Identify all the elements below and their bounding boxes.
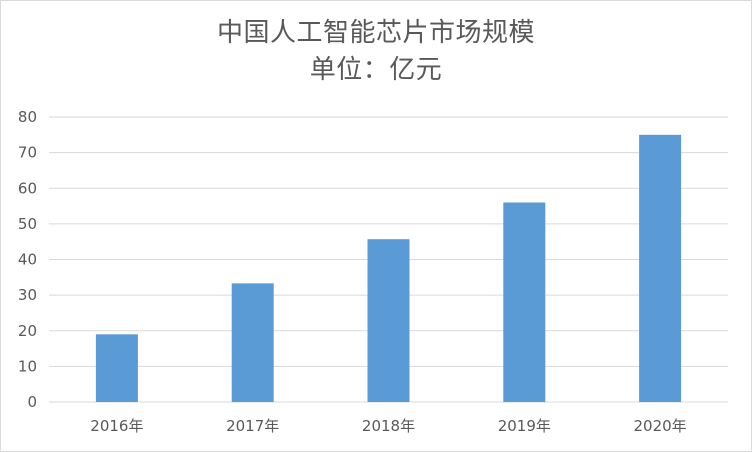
y-tick-label: 50	[18, 215, 37, 233]
bar-4[interactable]	[639, 134, 682, 402]
bar-3[interactable]	[503, 202, 546, 403]
chart-title: 中国人工智能芯片市场规模	[216, 18, 535, 48]
chart-subtitle: 单位：亿元	[309, 55, 443, 85]
y-tick-label: 70	[18, 144, 37, 162]
y-tick-label: 40	[18, 251, 37, 269]
bar-2[interactable]	[367, 239, 410, 402]
bar-1[interactable]	[231, 283, 274, 402]
bar-0[interactable]	[95, 334, 138, 402]
x-tick-label: 2018年	[362, 417, 415, 435]
y-tick-label: 0	[27, 393, 37, 411]
x-tick-label: 2019年	[498, 417, 551, 435]
y-tick-label: 60	[18, 179, 37, 197]
x-tick-label: 2017年	[226, 417, 279, 435]
y-tick-label: 20	[18, 322, 37, 340]
y-tick-label: 10	[18, 357, 37, 375]
y-tick-label: 30	[18, 286, 37, 304]
x-tick-label: 2016年	[90, 417, 143, 435]
x-tick-label: 2020年	[634, 417, 687, 435]
y-tick-label: 80	[18, 108, 37, 126]
